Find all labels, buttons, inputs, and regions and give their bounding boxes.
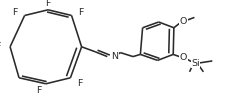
Text: F: F [12, 8, 18, 17]
Text: Si: Si [190, 59, 199, 68]
Text: O: O [179, 17, 186, 26]
Text: O: O [179, 53, 186, 62]
Text: F: F [36, 86, 41, 95]
Text: F: F [78, 8, 83, 17]
Text: F: F [77, 79, 82, 88]
Text: F: F [45, 0, 51, 8]
Text: N: N [111, 52, 118, 61]
